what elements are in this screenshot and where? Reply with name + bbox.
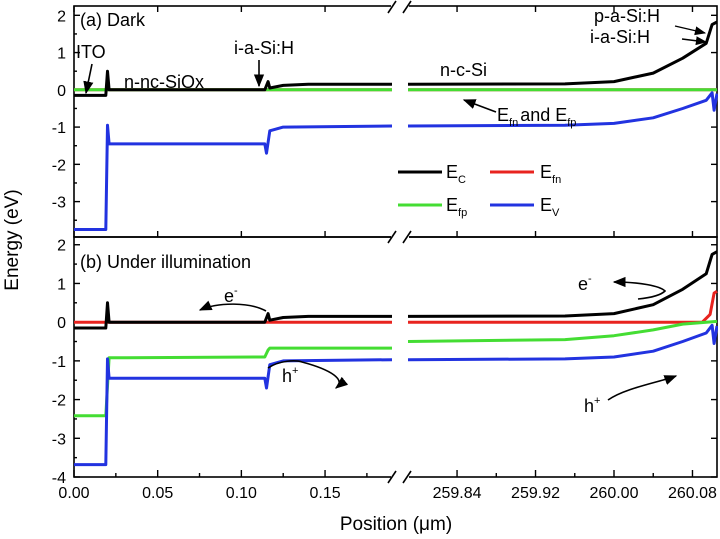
x-tick-label-right-2: 260.00 [590, 485, 639, 502]
y-tick-label-top-3: -1 [52, 120, 66, 137]
y-axis-title: Energy (eV) [2, 189, 23, 290]
y-tick-label-top-2: 0 [57, 83, 66, 100]
axis-ticks: 2 1 0 -1 -2 -3 2 1 0 -1 -2 -3 -40.00 0.05 0.10 0.15 259.… [52, 6, 717, 502]
curve-illum-ev-right [407, 323, 718, 362]
label-i-a-si-right: i-a-Si:H [590, 27, 650, 47]
x-tick-label-left-0: 0.00 [58, 485, 89, 502]
y-tick-label-top-0: 2 [57, 8, 66, 25]
x-tick-label-right-1: 259.92 [511, 485, 560, 502]
y-tick-label-top-4: -2 [52, 157, 66, 174]
legend-label-efp: Efp [446, 195, 467, 219]
label-hole-right: h+ [584, 395, 600, 416]
curve-illum-efn-right [408, 289, 718, 324]
arrow-electron-right [612, 276, 667, 300]
y-tick-label-bottom-1: 1 [57, 276, 66, 293]
label-n-nc-siox: n-nc-SiOx [124, 72, 204, 92]
curve-dark-ec-right [407, 20, 718, 86]
y-tick-label-bottom-2: 0 [57, 315, 66, 332]
legend: EC Efn Efp EV [398, 162, 561, 219]
x-tick-label-right-0: 259.84 [433, 485, 482, 502]
label-n-c-si: n-c-Si [440, 60, 487, 80]
arrow-ef [462, 99, 497, 113]
x-axis-title: Position (μm) [340, 514, 452, 535]
y-tick-label-top-5: -3 [52, 195, 66, 212]
axis-break-gap-top [391, 2, 409, 12]
y-tick-label-bottom-6: -4 [52, 470, 66, 487]
label-electron-left: e- [224, 285, 238, 306]
arrow-hole-right [607, 375, 678, 401]
panel-a-title: (a) Dark [80, 10, 146, 30]
label-hole-left: h+ [282, 365, 298, 386]
arrow-hole-left [267, 360, 349, 389]
curves [74, 20, 718, 467]
x-tick-label-left-3: 0.15 [309, 485, 340, 502]
x-tick-label-right-3: 260.08 [668, 485, 717, 502]
y-tick-label-top-1: 1 [57, 46, 66, 63]
legend-label-ev: EV [540, 195, 560, 219]
y-tick-label-bottom-0: 2 [57, 238, 66, 255]
curve-illum-ec-right [407, 250, 718, 318]
y-tick-label-bottom-3: -1 [52, 354, 66, 371]
curve-illum-ev-left [74, 357, 393, 467]
label-p-a-si: p-a-Si:H [594, 6, 660, 26]
axis-break-marks [387, 0, 412, 484]
panel-b-title: (b) Under illumination [80, 252, 251, 272]
arrow-ito [83, 63, 94, 95]
arrow-p-a-si [674, 25, 707, 36]
arrow-i-a-si-right [681, 36, 708, 46]
curve-dark-ev-left [74, 123, 393, 231]
label-electron-right: e- [578, 273, 592, 294]
curve-illum-efp-left [74, 346, 392, 418]
curve-dark-ev-right [407, 91, 718, 128]
x-tick-label-left-2: 0.10 [226, 485, 257, 502]
x-tick-label-left-1: 0.05 [142, 485, 173, 502]
curve-illum-ec-left [74, 301, 392, 330]
y-tick-label-bottom-5: -3 [52, 431, 66, 448]
y-tick-label-bottom-4: -2 [52, 393, 66, 410]
label-i-a-si-left: i-a-Si:H [234, 38, 294, 58]
legend-label-ec: EC [446, 162, 466, 186]
legend-label-efn: Efn [540, 162, 561, 186]
label-efn-and-efp: Efn and Efp [497, 105, 576, 129]
label-ito: ITO [76, 42, 106, 62]
curve-dark-ec-left [74, 69, 392, 97]
arrow-electron-left [198, 300, 267, 312]
curve-illum-efp-right [407, 319, 718, 343]
